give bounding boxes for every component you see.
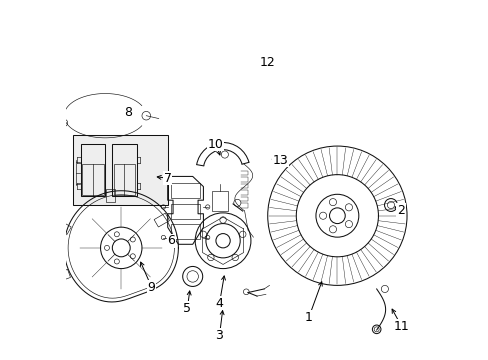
Bar: [114, 163, 135, 195]
Bar: [171, 224, 200, 239]
Text: 1: 1: [304, 311, 312, 324]
Bar: [171, 183, 200, 198]
Text: 9: 9: [147, 281, 155, 294]
Bar: [55, 269, 70, 282]
Bar: [73, 135, 167, 205]
Text: 7: 7: [163, 172, 171, 185]
Text: 11: 11: [393, 320, 409, 333]
Bar: [81, 144, 105, 196]
Text: 2: 2: [396, 204, 404, 217]
Bar: [212, 192, 227, 211]
Text: 3: 3: [215, 329, 223, 342]
Bar: [82, 163, 103, 195]
Bar: [56, 221, 71, 234]
Text: 12: 12: [259, 55, 275, 69]
Bar: [106, 189, 115, 202]
Bar: [171, 203, 200, 219]
Text: 4: 4: [215, 297, 223, 310]
Text: 8: 8: [124, 105, 132, 119]
Text: 13: 13: [272, 154, 287, 167]
Text: 5: 5: [183, 302, 191, 315]
Text: 10: 10: [207, 138, 224, 151]
Bar: [154, 213, 169, 227]
Bar: [112, 144, 136, 196]
Text: 6: 6: [167, 234, 175, 247]
